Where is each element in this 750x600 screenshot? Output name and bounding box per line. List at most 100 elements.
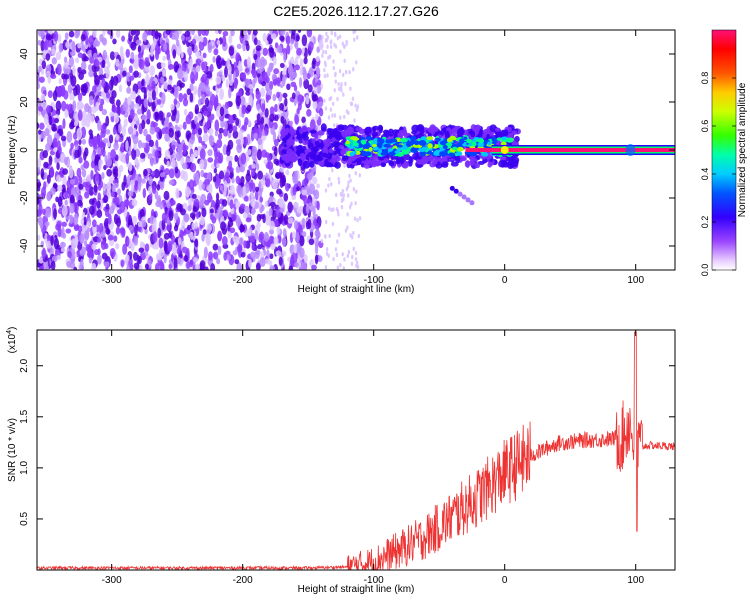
noise-speckle <box>164 149 171 160</box>
noise-speckle <box>336 96 339 102</box>
noise-speckle <box>344 228 348 233</box>
noise-speckle <box>235 165 241 174</box>
noise-speckle <box>156 48 161 55</box>
noise-speckle <box>132 251 138 262</box>
noise-speckle <box>314 77 319 83</box>
noise-speckle <box>126 264 131 270</box>
noise-speckle <box>287 201 293 213</box>
noise-speckle <box>138 58 143 69</box>
noise-speckle <box>56 220 62 230</box>
noise-speckle <box>286 83 291 91</box>
noise-speckle <box>194 104 200 115</box>
noise-speckle <box>201 183 206 190</box>
noise-speckle <box>161 127 166 135</box>
signal-speckle <box>286 148 293 156</box>
noise-speckle <box>264 107 269 118</box>
noise-speckle <box>274 138 279 147</box>
noise-speckle <box>201 61 206 71</box>
noise-speckle <box>133 70 139 78</box>
noise-speckle <box>73 201 79 214</box>
noise-speckle <box>262 47 269 57</box>
signal-speckle <box>317 160 325 167</box>
noise-speckle <box>153 37 157 46</box>
noise-speckle <box>167 240 173 252</box>
noise-speckle <box>160 76 165 84</box>
noise-speckle <box>352 230 355 236</box>
noise-speckle <box>245 217 252 223</box>
noise-speckle <box>100 129 106 138</box>
noise-speckle <box>232 113 237 121</box>
noise-speckle <box>323 98 326 104</box>
noise-speckle <box>192 235 196 242</box>
noise-speckle <box>355 189 358 194</box>
noise-speckle <box>206 185 213 191</box>
noise-speckle <box>254 229 259 242</box>
noise-speckle <box>151 101 156 112</box>
noise-speckle <box>302 69 308 81</box>
noise-speckle <box>270 33 277 40</box>
noise-speckle <box>200 36 204 43</box>
signal-blob <box>452 146 458 151</box>
noise-speckle <box>86 206 90 216</box>
noise-speckle <box>167 83 172 91</box>
noise-speckle <box>199 216 205 226</box>
noise-speckle <box>194 238 199 248</box>
noise-speckle <box>329 44 333 50</box>
noise-speckle <box>80 61 87 71</box>
noise-speckle <box>84 103 90 113</box>
noise-speckle <box>190 71 195 84</box>
noise-speckle <box>255 262 261 270</box>
noise-speckle <box>299 235 305 247</box>
noise-speckle <box>214 119 220 132</box>
noise-speckle <box>281 250 287 257</box>
x-tick-label: 0 <box>502 275 508 286</box>
noise-speckle <box>321 53 324 58</box>
noise-speckle <box>321 35 324 40</box>
noise-speckle <box>45 240 52 249</box>
noise-speckle <box>186 224 192 231</box>
noise-speckle <box>150 45 154 57</box>
noise-speckle <box>110 191 116 197</box>
noise-speckle <box>50 260 56 270</box>
signal-blob <box>349 151 355 157</box>
noise-speckle <box>285 182 290 192</box>
noise-speckle <box>180 51 184 59</box>
y-tick-label: 0 <box>19 147 30 153</box>
noise-speckle <box>67 250 72 259</box>
signal-blob <box>410 147 416 153</box>
noise-speckle <box>146 109 151 121</box>
signal-speckle <box>341 130 349 138</box>
noise-speckle <box>292 176 297 182</box>
noise-speckle <box>250 191 255 199</box>
noise-speckle <box>251 163 256 170</box>
noise-speckle <box>294 232 300 244</box>
signal-speckle <box>506 132 514 139</box>
noise-speckle <box>201 207 207 218</box>
noise-speckle <box>71 40 76 53</box>
noise-speckle <box>190 153 194 163</box>
noise-speckle <box>55 51 62 61</box>
noise-speckle <box>101 252 108 260</box>
noise-speckle <box>303 254 308 264</box>
noise-speckle <box>324 234 327 239</box>
noise-speckle <box>331 221 335 227</box>
signal-blob <box>419 148 425 153</box>
noise-speckle <box>195 263 201 270</box>
noise-speckle <box>83 56 89 62</box>
noise-speckle <box>38 106 44 112</box>
signal-speckle <box>330 137 336 142</box>
signal-blob <box>491 136 497 143</box>
noise-speckle <box>281 69 287 76</box>
noise-speckle <box>100 91 106 98</box>
noise-speckle <box>288 30 293 34</box>
carrier-line <box>465 148 675 152</box>
y-tick-label: 1.5 <box>19 409 30 423</box>
noise-speckle <box>76 127 83 140</box>
noise-speckle <box>195 51 201 57</box>
noise-speckle <box>341 72 345 78</box>
noise-speckle <box>137 221 143 228</box>
noise-speckle <box>49 187 56 195</box>
noise-speckle <box>280 30 286 36</box>
noise-speckle <box>130 30 136 36</box>
noise-speckle <box>175 187 180 199</box>
